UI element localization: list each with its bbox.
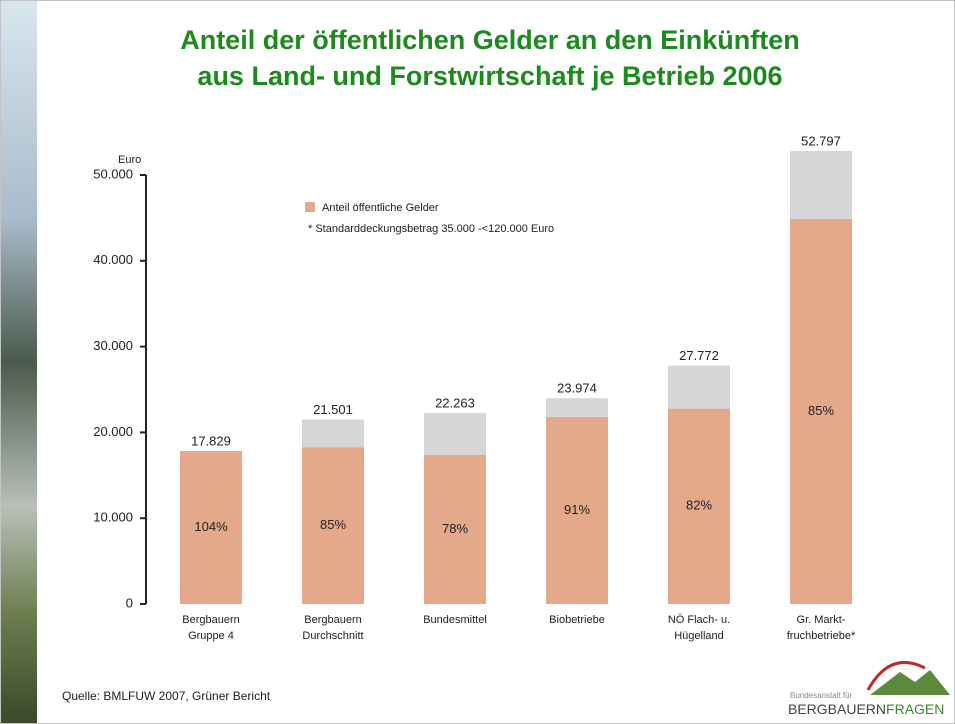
share-label: 85%	[808, 403, 834, 418]
annotation: * Standarddeckungsbetrag 35.000 -<120.00…	[308, 223, 554, 235]
bar-segment	[668, 408, 730, 604]
x-tick-label: Gr. Markt-	[797, 614, 846, 626]
share-label: 82%	[686, 498, 712, 513]
photo-strip	[1, 1, 37, 723]
total-label: 27.772	[679, 348, 719, 363]
source: Quelle: BMLFUW 2007, Grüner Bericht	[62, 689, 271, 703]
total-label: 17.829	[191, 433, 231, 448]
total-label: 23.974	[557, 381, 597, 396]
x-tick-label: Bergbauern	[182, 614, 240, 626]
share-label: 85%	[320, 517, 346, 532]
y-tick-label: 40.000	[93, 252, 133, 267]
x-tick-label: NÖ Flach- u.	[668, 614, 730, 626]
bar-segment	[668, 365, 730, 409]
total-label: 21.501	[313, 402, 353, 417]
bar-segment	[790, 218, 852, 605]
y-tick-label: 50.000	[93, 166, 133, 181]
bar-segment	[180, 451, 242, 604]
x-tick-label: Biobetriebe	[549, 614, 605, 626]
logo-arc	[866, 660, 926, 691]
x-tick-label: Gruppe 4	[188, 630, 234, 642]
logo-brand-b: FRAGEN	[886, 701, 944, 717]
x-tick-label: Hügelland	[674, 630, 724, 642]
x-tick-label: Bundesmittel	[423, 614, 487, 626]
total-label: 52.797	[801, 133, 841, 148]
bar-segment	[546, 398, 608, 417]
logo-line: Bundesanstalt für	[790, 691, 853, 700]
bar-segment	[424, 455, 486, 604]
logo-brand-a: BERGBAUERN	[788, 701, 886, 717]
bar-segment	[790, 151, 852, 219]
y-tick-label: 10.000	[93, 510, 133, 525]
bar-segment	[424, 412, 486, 456]
share-label: 91%	[564, 502, 590, 517]
y-tick-label: 30.000	[93, 338, 133, 353]
share-label: 104%	[194, 519, 228, 534]
legend-label: Anteil öffentliche Gelder	[322, 202, 439, 214]
logo-brand: BERGBAUERNFRAGEN	[788, 701, 944, 717]
y-axis-label: Euro	[118, 154, 141, 166]
bar-segment	[546, 416, 608, 604]
y-tick-label: 20.000	[93, 424, 133, 439]
legend-swatch	[305, 202, 315, 212]
x-tick-label: Bergbauern	[304, 614, 362, 626]
share-label: 78%	[442, 521, 468, 536]
y-tick-label: 0	[126, 595, 133, 610]
logo-mountain	[870, 670, 950, 695]
bar-segment	[302, 447, 364, 604]
chart-title: aus Land- und Forstwirtschaft je Betrieb…	[197, 61, 782, 91]
x-tick-label: fruchbetriebe*	[787, 630, 856, 642]
bar-segment	[302, 419, 364, 448]
x-tick-label: Durchschnitt	[302, 630, 363, 642]
total-label: 22.263	[435, 395, 475, 410]
chart-title: Anteil der öffentlichen Gelder an den Ei…	[180, 25, 800, 55]
